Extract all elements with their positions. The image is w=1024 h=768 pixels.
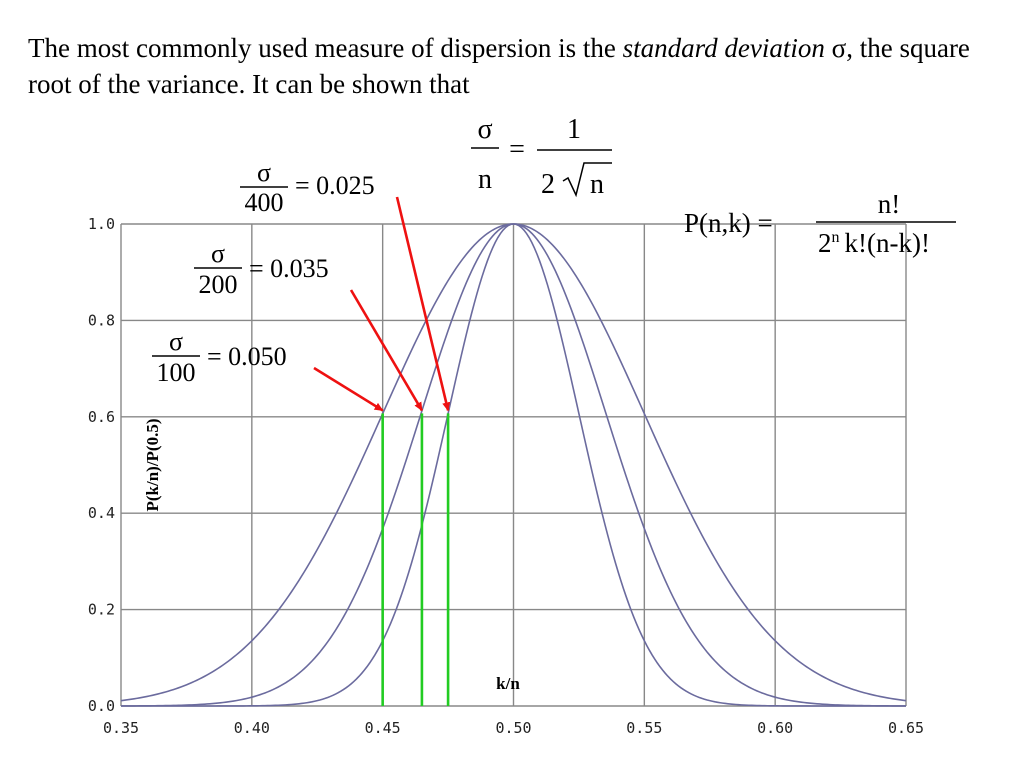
annotation-sigma-200: σ 200 = 0.035 bbox=[194, 239, 329, 299]
annotation-400-den: 400 bbox=[245, 188, 284, 217]
curve-n400 bbox=[121, 223, 906, 707]
annotation-200-num: σ bbox=[211, 239, 225, 268]
arrow-200 bbox=[349, 289, 424, 412]
y-tick-label-5: 1.0 bbox=[88, 215, 115, 233]
formula-rhs-den-var: n bbox=[590, 169, 604, 200]
y-tick-label-1: 0.2 bbox=[88, 601, 115, 619]
x-tick-label-1: 0.40 bbox=[234, 719, 270, 737]
intro-text-1: The most commonly used measure of disper… bbox=[28, 33, 623, 63]
annotation-100-num: σ bbox=[169, 327, 183, 356]
annotation-sigma-100: σ 100 = 0.050 bbox=[152, 327, 287, 387]
curves bbox=[120, 223, 907, 707]
binomial-den: 2n k!(n-k)! bbox=[818, 228, 930, 258]
y-tick-label-2: 0.4 bbox=[88, 504, 115, 522]
y-axis-label: P(k/n)/P(0.5) bbox=[143, 418, 162, 511]
formula-equals: = bbox=[509, 134, 525, 165]
annotation-400-num: σ bbox=[257, 158, 271, 187]
annotation-200-value: = 0.035 bbox=[249, 254, 329, 283]
annotation-100-value: = 0.050 bbox=[207, 342, 287, 371]
binomial-num: n! bbox=[878, 189, 901, 219]
annotation-100-den: 100 bbox=[157, 358, 196, 387]
x-tick-label-4: 0.55 bbox=[626, 719, 662, 737]
red-arrows bbox=[313, 196, 451, 412]
intro-paragraph: The most commonly used measure of disper… bbox=[28, 30, 1008, 102]
binomial-den-base: 2 bbox=[818, 228, 832, 258]
binomial-den-sup: n bbox=[832, 229, 840, 246]
intro-italic-term: standard deviation bbox=[622, 33, 825, 63]
binomial-formula: P(n,k) = n! 2n k!(n-k)! bbox=[684, 189, 956, 258]
binomial-lhs: P(n,k) = bbox=[684, 208, 773, 238]
y-tick-label-3: 0.6 bbox=[88, 408, 115, 426]
binomial-den-rest: k!(n-k)! bbox=[845, 228, 930, 258]
x-tick-label-5: 0.60 bbox=[757, 719, 793, 737]
sigma-over-n-formula: σ n = 1 2 n bbox=[471, 114, 612, 200]
annotation-sigma-400: σ 400 = 0.025 bbox=[240, 158, 375, 217]
formula-den-n: n bbox=[478, 164, 492, 195]
grid bbox=[120, 223, 907, 707]
sqrt-icon bbox=[562, 162, 612, 198]
x-tick-label-0: 0.35 bbox=[103, 719, 139, 737]
formula-rhs-den-coef: 2 bbox=[541, 169, 555, 200]
green-markers bbox=[381, 413, 450, 706]
arrow-400 bbox=[395, 196, 451, 412]
arrow-100 bbox=[313, 366, 384, 412]
y-tick-label-0: 0.0 bbox=[88, 697, 115, 715]
x-tick-label-3: 0.50 bbox=[495, 719, 531, 737]
annotation-200-den: 200 bbox=[199, 270, 238, 299]
formula-rhs-num: 1 bbox=[567, 114, 581, 145]
x-tick-label-6: 0.65 bbox=[888, 719, 924, 737]
annotation-400-value: = 0.025 bbox=[295, 171, 375, 200]
x-tick-label-2: 0.45 bbox=[365, 719, 401, 737]
y-tick-label-4: 0.8 bbox=[88, 311, 115, 329]
formula-num-sigma: σ bbox=[477, 114, 492, 145]
tick-labels: 0.35 0.40 0.45 0.50 0.55 0.60 0.65 0.0 0.2 0.4 0.6… bbox=[88, 215, 924, 737]
intro-text-2: σ, the square root of the variance. It c… bbox=[28, 33, 970, 99]
x-axis-label: k/n bbox=[496, 674, 520, 693]
